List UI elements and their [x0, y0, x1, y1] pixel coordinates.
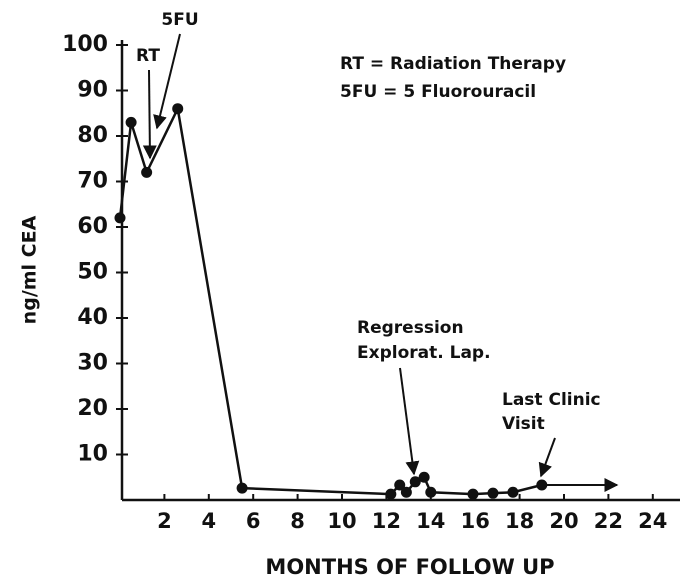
data-point	[114, 212, 126, 224]
x-tick-label: 14	[416, 509, 445, 533]
y-tick-label: 40	[77, 305, 108, 330]
x-tick-label: 10	[327, 509, 356, 533]
annotation: RT	[136, 46, 160, 66]
arrow	[153, 33, 181, 130]
annotation: 5FU	[161, 10, 198, 30]
y-tick-label: 10	[77, 442, 108, 467]
data-point	[141, 166, 153, 178]
x-tick-label: 18	[505, 509, 534, 533]
x-tick-label: 22	[594, 509, 623, 533]
y-tick-label: 70	[77, 169, 108, 194]
data-point	[487, 487, 499, 499]
data-point	[409, 476, 421, 488]
annotation: Explorat. Lap.	[357, 343, 491, 363]
legend-note: 5FU = 5 Fluorouracil	[340, 82, 536, 102]
x-tick-label: 12	[372, 509, 401, 533]
data-point	[125, 116, 137, 128]
data-point	[385, 488, 397, 500]
y-tick-label: 30	[77, 351, 108, 376]
arrow	[142, 69, 157, 160]
data-line	[118, 104, 543, 496]
y-tick-label: 100	[62, 32, 108, 57]
x-tick-label: 20	[549, 509, 578, 533]
annotation: Visit	[502, 414, 545, 434]
y-tick-label: 20	[77, 396, 108, 421]
x-tick-label: 2	[157, 509, 172, 533]
legend-note: RT = Radiation Therapy	[340, 54, 566, 74]
y-tick-label: 50	[77, 260, 108, 285]
annotation: Regression	[357, 318, 464, 338]
data-point	[536, 479, 548, 491]
y-tick-label: 60	[77, 214, 108, 239]
x-tick-label: 8	[290, 509, 305, 533]
y-tick-label: 80	[77, 123, 108, 148]
data-point	[236, 482, 248, 494]
x-tick-label: 16	[461, 509, 490, 533]
data-point	[425, 486, 437, 498]
data-point	[394, 479, 406, 491]
y-axis-label: ng/ml CEA	[19, 215, 41, 324]
data-point	[467, 488, 479, 500]
annotation: Last Clinic	[502, 390, 601, 410]
y-tick-label: 90	[77, 78, 108, 103]
data-point	[507, 486, 519, 498]
x-axis-label: MONTHS OF FOLLOW UP	[265, 555, 554, 579]
arrow	[399, 367, 420, 476]
arrow	[538, 437, 556, 478]
data-point	[418, 471, 430, 483]
data-point	[172, 103, 184, 115]
data-point	[400, 486, 412, 498]
x-tick-label: 24	[638, 509, 667, 533]
x-tick-label: 4	[201, 509, 216, 533]
x-tick-label: 6	[246, 509, 261, 533]
